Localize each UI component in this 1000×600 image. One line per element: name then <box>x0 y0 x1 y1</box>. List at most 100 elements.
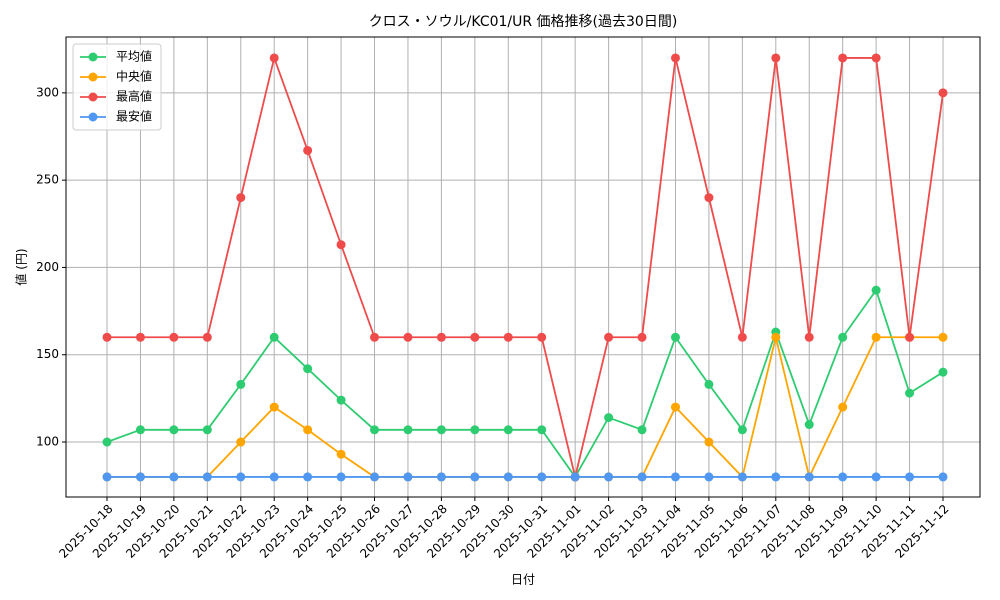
data-point <box>704 379 714 389</box>
data-point <box>135 472 145 482</box>
data-point <box>804 332 814 342</box>
data-point <box>670 472 680 482</box>
y-tick-label: 150 <box>36 347 59 361</box>
data-point <box>135 332 145 342</box>
y-axis-label: 値 (円) <box>14 248 29 285</box>
y-tick-label: 300 <box>36 85 59 99</box>
data-point <box>670 332 680 342</box>
data-point <box>336 240 346 250</box>
data-point <box>169 332 179 342</box>
data-point <box>537 425 547 435</box>
data-point <box>871 53 881 63</box>
data-point <box>269 53 279 63</box>
data-point <box>737 425 747 435</box>
data-point <box>169 472 179 482</box>
series-line <box>107 54 944 478</box>
data-point <box>336 472 346 482</box>
data-point <box>236 379 246 389</box>
legend-marker <box>88 112 98 122</box>
data-point <box>336 449 346 459</box>
legend-label: 中央値 <box>116 69 152 84</box>
data-point <box>938 472 948 482</box>
chart-title: クロス・ソウル/KC01/UR 価格推移(過去30日間) <box>369 14 678 30</box>
data-point <box>169 425 179 435</box>
series-line <box>106 288 944 479</box>
data-point <box>905 388 915 398</box>
data-point <box>303 364 313 374</box>
data-point <box>604 332 614 342</box>
data-point <box>871 472 881 482</box>
data-point <box>336 395 346 405</box>
x-axis-label: 日付 <box>511 573 535 587</box>
data-point <box>570 472 580 482</box>
data-point <box>637 472 647 482</box>
data-point <box>704 472 714 482</box>
data-point <box>436 425 446 435</box>
data-point <box>470 332 480 342</box>
data-point <box>938 332 948 342</box>
data-point <box>436 472 446 482</box>
legend-marker <box>88 52 98 62</box>
data-point <box>403 472 413 482</box>
data-point <box>604 413 614 423</box>
data-point <box>269 402 279 412</box>
y-tick-label: 250 <box>36 173 59 187</box>
y-tick-label: 100 <box>36 435 59 449</box>
data-point <box>236 472 246 482</box>
data-point <box>370 332 380 342</box>
data-point <box>403 425 413 435</box>
data-point <box>771 332 781 342</box>
data-point <box>771 472 781 482</box>
data-point <box>102 437 112 447</box>
data-point <box>370 425 380 435</box>
data-point <box>704 437 714 447</box>
data-point <box>905 332 915 342</box>
data-point <box>637 425 647 435</box>
data-point <box>871 332 881 342</box>
legend-label: 最安値 <box>116 109 152 124</box>
data-point <box>670 53 680 63</box>
plot-frame <box>65 36 981 498</box>
y-tick-label: 200 <box>36 260 59 274</box>
data-point <box>202 332 212 342</box>
data-point <box>436 332 446 342</box>
data-point <box>838 53 848 63</box>
legend-label: 平均値 <box>116 49 152 64</box>
data-point <box>871 285 881 295</box>
data-point <box>236 193 246 203</box>
data-point <box>370 472 380 482</box>
data-point <box>938 367 948 377</box>
data-point <box>135 425 145 435</box>
legend-box <box>72 43 162 131</box>
data-point <box>804 472 814 482</box>
data-point <box>604 472 614 482</box>
data-point <box>537 332 547 342</box>
data-point <box>704 193 714 203</box>
data-point <box>503 332 513 342</box>
legend-label: 最高値 <box>116 89 152 104</box>
data-point <box>670 402 680 412</box>
data-point <box>303 425 313 435</box>
data-point <box>303 145 313 155</box>
data-point <box>838 332 848 342</box>
data-point <box>269 332 279 342</box>
data-point <box>771 53 781 63</box>
data-point <box>503 425 513 435</box>
data-point <box>102 472 112 482</box>
data-point <box>236 437 246 447</box>
data-point <box>303 472 313 482</box>
data-point <box>470 472 480 482</box>
legend-marker <box>88 72 98 82</box>
data-point <box>737 472 747 482</box>
data-point <box>102 332 112 342</box>
data-point <box>202 472 212 482</box>
data-point <box>905 472 915 482</box>
data-point <box>637 332 647 342</box>
data-point <box>503 472 513 482</box>
data-point <box>537 472 547 482</box>
data-point <box>470 425 480 435</box>
data-point <box>403 332 413 342</box>
data-point <box>202 425 212 435</box>
